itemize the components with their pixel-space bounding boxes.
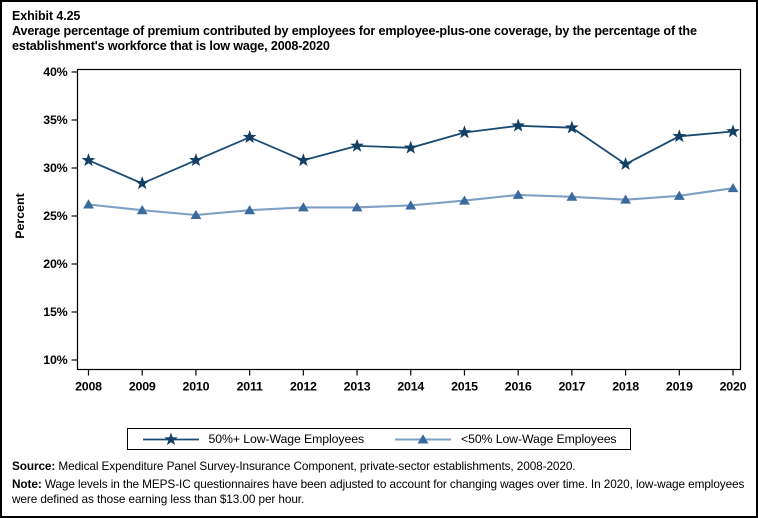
x-tick-label: 2013	[344, 380, 371, 394]
point-2019-series-0	[672, 129, 687, 143]
legend-triangle-marker	[417, 434, 429, 444]
point-2009-series-0	[135, 176, 150, 190]
legend-label-50plus: 50%+ Low-Wage Employees	[208, 432, 365, 447]
point-2018-series-0	[618, 157, 633, 171]
point-2016-series-0	[511, 118, 526, 132]
x-tick-label: 2015	[451, 380, 478, 394]
point-2011-series-0	[242, 130, 257, 144]
point-2018-series-1	[620, 194, 631, 204]
y-tick-label: 15%	[43, 305, 67, 319]
y-tick-label: 35%	[43, 113, 67, 127]
point-2013-series-0	[350, 138, 364, 152]
y-tick-label: 20%	[43, 257, 67, 271]
line-chart: 40% 35% 30% 25% 20% 15% 10% Percent 2008 2009 2010…	[13, 65, 747, 394]
footnotes: Source: Medical Expenditure Panel Survey…	[2, 450, 756, 508]
point-2012-series-0	[296, 153, 311, 167]
point-2020-series-1	[727, 183, 739, 193]
series-line-0	[88, 125, 734, 185]
x-tick-label: 2011	[237, 380, 263, 394]
y-axis-title: Percent	[13, 193, 27, 238]
x-tick-label: 2020	[720, 380, 747, 394]
x-tick-label: 2010	[183, 380, 210, 394]
point-2010-series-1	[190, 210, 202, 220]
x-tick-label: 2017	[558, 380, 585, 394]
y-tick-label: 40%	[43, 65, 67, 79]
source-label: Source:	[12, 459, 56, 474]
x-axis: 2008 2009 2010 2011 2012 2013 2014 2015 2016 2017…	[75, 369, 747, 394]
title-block: Exhibit 4.25 Average percentage of premi…	[2, 2, 756, 54]
source-line: Source: Medical Expenditure Panel Survey…	[12, 459, 754, 475]
note-text: Wage levels in the MEPS-IC questionnaire…	[12, 476, 745, 507]
note-label: Note:	[12, 476, 42, 491]
point-2008-series-1	[83, 199, 94, 209]
x-tick-label: 2016	[505, 380, 532, 394]
x-tick-label: 2014	[397, 380, 424, 394]
point-2014-series-0	[403, 140, 418, 154]
series-0	[81, 118, 740, 190]
point-2020-series-0	[726, 124, 740, 138]
point-2016-series-1	[512, 189, 524, 200]
point-2011-series-1	[244, 205, 256, 215]
legend-entry-under50: <50% Low-Wage Employees	[394, 432, 617, 447]
note-line: Note: Wage levels in the MEPS-IC questio…	[12, 477, 754, 508]
point-2010-series-0	[189, 153, 203, 167]
y-tick-label: 10%	[43, 353, 67, 367]
x-tick-label: 2018	[612, 380, 639, 394]
y-axis: 40% 35% 30% 25% 20% 15% 10% Percent	[13, 65, 78, 367]
source-text: Medical Expenditure Panel Survey-Insuran…	[55, 459, 576, 474]
point-2017-series-1	[566, 191, 578, 202]
legend-entry-50plus: 50%+ Low-Wage Employees	[142, 432, 364, 446]
chart-title: Average percentage of premium contribute…	[12, 24, 697, 54]
exhibit-number: Exhibit 4.25	[12, 9, 81, 23]
point-2009-series-1	[136, 205, 148, 215]
plot-frame	[76, 69, 742, 371]
point-2012-series-1	[297, 202, 309, 212]
point-2014-series-1	[405, 200, 417, 210]
x-tick-label: 2008	[75, 380, 102, 394]
point-2013-series-1	[351, 202, 363, 212]
x-tick-label: 2009	[129, 380, 156, 394]
series-1	[83, 183, 739, 220]
y-tick-label: 30%	[43, 161, 67, 175]
chart-legend: 50%+ Low-Wage Employees <50% Low-Wage Em…	[126, 428, 632, 451]
point-2017-series-0	[565, 120, 579, 134]
chart-area: 40% 35% 30% 25% 20% 15% 10% Percent 2008 2009 2010…	[2, 55, 756, 395]
star-line-icon	[142, 432, 199, 446]
point-2015-series-0	[457, 125, 472, 139]
point-2015-series-1	[459, 195, 470, 205]
y-tick-label: 25%	[43, 209, 67, 223]
point-2019-series-1	[673, 190, 685, 201]
x-tick-label: 2019	[666, 380, 693, 394]
triangle-line-icon	[395, 434, 451, 444]
x-tick-label: 2012	[290, 380, 317, 394]
legend-label-under50: <50% Low-Wage Employees	[461, 432, 617, 447]
point-2008-series-0	[81, 153, 96, 167]
legend-star-marker	[163, 432, 178, 446]
